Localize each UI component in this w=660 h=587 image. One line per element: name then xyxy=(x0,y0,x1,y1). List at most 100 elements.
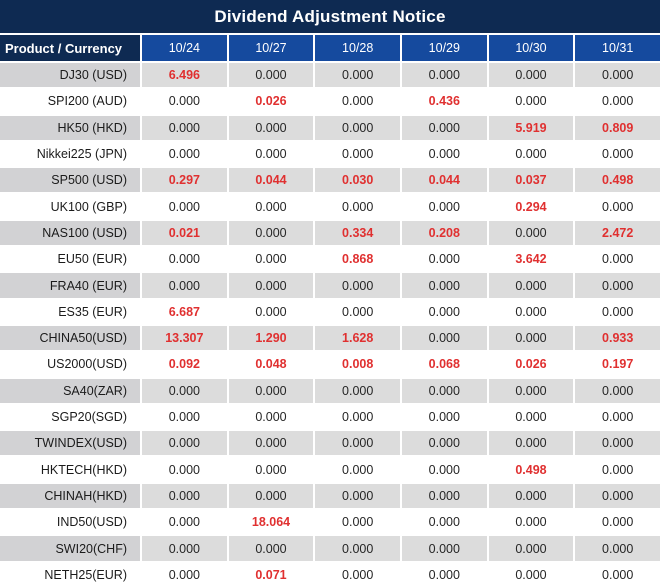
dividend-value-cell: 0.000 xyxy=(315,141,400,167)
dividend-value-cell: 3.642 xyxy=(488,247,574,272)
dividend-value-cell: 0.092 xyxy=(142,352,227,377)
dividend-value-cell: 0.000 xyxy=(575,247,660,272)
dividend-value-cell: 1.290 xyxy=(228,325,314,351)
dividend-value-cell: 0.000 xyxy=(488,141,574,167)
dividend-value-cell: 0.008 xyxy=(315,352,400,377)
dividend-value-cell: 0.933 xyxy=(575,325,660,351)
dividend-value-cell: 0.498 xyxy=(488,457,574,482)
dividend-value-cell: 0.030 xyxy=(315,168,400,193)
dividend-value-cell: 0.000 xyxy=(142,562,227,587)
dividend-value-cell: 0.000 xyxy=(575,273,660,298)
dividend-value-cell: 0.000 xyxy=(401,404,487,430)
dividend-value-cell: 0.000 xyxy=(228,431,314,456)
dividend-value-cell: 0.000 xyxy=(142,247,227,272)
product-label: FRA40 (EUR) xyxy=(0,273,140,298)
dividend-value-cell: 0.000 xyxy=(575,431,660,456)
dividend-value-cell: 0.000 xyxy=(488,536,574,561)
product-label: DJ30 (USD) xyxy=(0,63,140,88)
dividend-value-cell: 0.000 xyxy=(142,89,227,114)
product-label: SPI200 (AUD) xyxy=(0,89,140,114)
dividend-value-cell: 0.000 xyxy=(228,378,314,403)
dividend-value-cell: 6.496 xyxy=(142,63,227,88)
dividend-value-cell: 0.000 xyxy=(575,299,660,324)
dividend-value-cell: 0.000 xyxy=(142,457,227,482)
dividend-value-cell: 0.000 xyxy=(142,141,227,167)
dividend-value-cell: 6.687 xyxy=(142,299,227,324)
dividend-value-cell: 0.000 xyxy=(401,273,487,298)
dividend-value-cell: 0.000 xyxy=(142,115,227,140)
dividend-value-cell: 0.000 xyxy=(228,194,314,219)
dividend-value-cell: 0.000 xyxy=(401,562,487,587)
product-label: CHINA50(USD) xyxy=(0,325,140,351)
product-label: SGP20(SGD) xyxy=(0,404,140,430)
dividend-value-cell: 0.000 xyxy=(488,63,574,88)
dividend-value-cell: 0.044 xyxy=(228,168,314,193)
dividend-value-cell: 13.307 xyxy=(142,325,227,351)
column-header-product-currency: Product / Currency xyxy=(0,35,140,61)
dividend-value-cell: 0.000 xyxy=(142,273,227,298)
dividend-value-cell: 0.000 xyxy=(401,483,487,509)
dividend-value-cell: 0.026 xyxy=(488,352,574,377)
dividend-value-cell: 0.000 xyxy=(142,378,227,403)
dividend-value-cell: 0.000 xyxy=(488,431,574,456)
product-label: SA40(ZAR) xyxy=(0,378,140,403)
dividend-value-cell: 0.000 xyxy=(575,194,660,219)
dividend-value-cell: 0.000 xyxy=(142,510,227,535)
dividend-value-cell: 0.000 xyxy=(575,404,660,430)
dividend-value-cell: 0.000 xyxy=(315,299,400,324)
dividend-value-cell: 0.000 xyxy=(401,378,487,403)
dividend-value-cell: 0.197 xyxy=(575,352,660,377)
product-label: ES35 (EUR) xyxy=(0,299,140,324)
dividend-value-cell: 0.000 xyxy=(142,404,227,430)
dividend-value-cell: 0.294 xyxy=(488,194,574,219)
dividend-value-cell: 0.000 xyxy=(142,483,227,509)
dividend-value-cell: 0.000 xyxy=(488,325,574,351)
table-title: Dividend Adjustment Notice xyxy=(0,0,660,33)
dividend-value-cell: 0.000 xyxy=(575,510,660,535)
dividend-value-cell: 0.000 xyxy=(142,194,227,219)
dividend-value-cell: 0.000 xyxy=(228,141,314,167)
dividend-value-cell: 0.000 xyxy=(228,247,314,272)
product-label: Nikkei225 (JPN) xyxy=(0,141,140,167)
dividend-value-cell: 0.000 xyxy=(142,431,227,456)
column-header-date: 10/24 xyxy=(142,35,227,61)
dividend-value-cell: 0.208 xyxy=(401,220,487,246)
dividend-value-cell: 0.000 xyxy=(488,273,574,298)
dividend-value-cell: 0.000 xyxy=(575,378,660,403)
dividend-value-cell: 5.919 xyxy=(488,115,574,140)
dividend-value-cell: 0.000 xyxy=(575,483,660,509)
product-label: NETH25(EUR) xyxy=(0,562,140,587)
dividend-value-cell: 0.000 xyxy=(488,510,574,535)
dividend-value-cell: 0.000 xyxy=(575,562,660,587)
product-label: SP500 (USD) xyxy=(0,168,140,193)
dividend-value-cell: 0.068 xyxy=(401,352,487,377)
dividend-value-cell: 2.472 xyxy=(575,220,660,246)
dividend-value-cell: 0.048 xyxy=(228,352,314,377)
dividend-value-cell: 0.026 xyxy=(228,89,314,114)
product-label: IND50(USD) xyxy=(0,510,140,535)
dividend-value-cell: 0.000 xyxy=(401,536,487,561)
dividend-value-cell: 0.000 xyxy=(488,562,574,587)
dividend-value-cell: 0.000 xyxy=(401,247,487,272)
dividend-value-cell: 0.436 xyxy=(401,89,487,114)
dividend-value-cell: 0.000 xyxy=(575,536,660,561)
dividend-value-cell: 0.000 xyxy=(315,457,400,482)
dividend-value-cell: 0.000 xyxy=(401,457,487,482)
product-label: US2000(USD) xyxy=(0,352,140,377)
dividend-value-cell: 0.000 xyxy=(488,404,574,430)
dividend-value-cell: 0.000 xyxy=(488,378,574,403)
column-header-date: 10/30 xyxy=(488,35,574,61)
dividend-value-cell: 0.000 xyxy=(315,483,400,509)
dividend-value-cell: 0.000 xyxy=(401,299,487,324)
dividend-value-cell: 0.021 xyxy=(142,220,227,246)
dividend-value-cell: 0.071 xyxy=(228,562,314,587)
product-label: EU50 (EUR) xyxy=(0,247,140,272)
dividend-value-cell: 0.000 xyxy=(228,536,314,561)
dividend-value-cell: 0.000 xyxy=(228,115,314,140)
dividend-value-cell: 0.000 xyxy=(228,63,314,88)
dividend-value-cell: 0.000 xyxy=(228,483,314,509)
column-header-date: 10/31 xyxy=(575,35,660,61)
product-label: NAS100 (USD) xyxy=(0,220,140,246)
dividend-value-cell: 0.000 xyxy=(488,220,574,246)
